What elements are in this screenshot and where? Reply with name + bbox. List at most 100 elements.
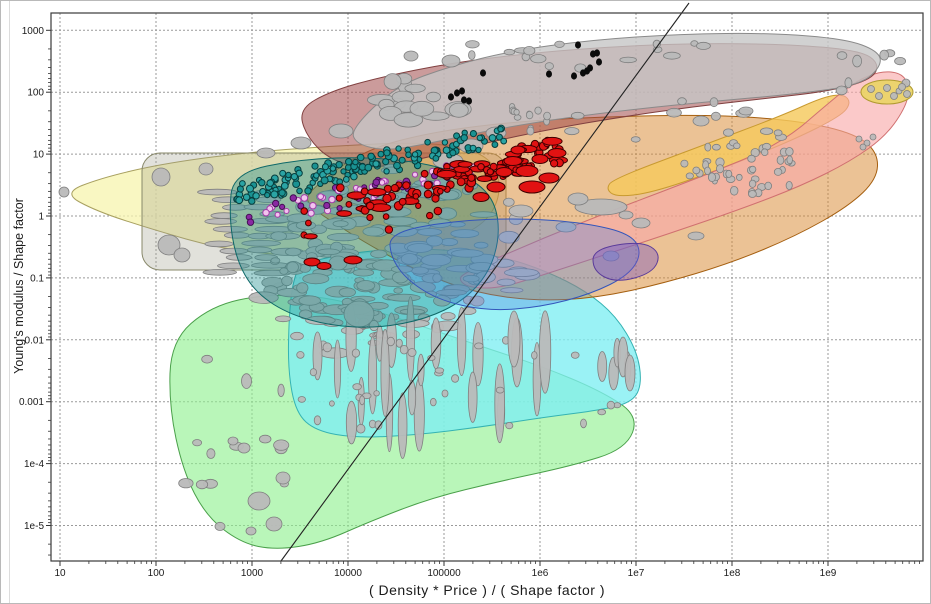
material-bubble[interactable] <box>151 167 171 187</box>
material-bubble[interactable] <box>290 331 304 341</box>
material-bubble[interactable] <box>580 418 587 429</box>
material-bubble[interactable] <box>333 339 342 399</box>
record-dot[interactable] <box>303 257 321 267</box>
record-dot[interactable] <box>423 189 433 199</box>
black-record-dot[interactable] <box>454 89 460 97</box>
record-dot[interactable] <box>495 167 513 177</box>
black-record-dot[interactable] <box>596 58 602 66</box>
material-bubble[interactable] <box>432 273 442 283</box>
material-bubble[interactable] <box>373 390 380 397</box>
material-bubble[interactable] <box>785 180 793 190</box>
material-bubble[interactable] <box>570 351 580 359</box>
material-bubble[interactable] <box>450 229 480 239</box>
material-bubble[interactable] <box>903 90 911 98</box>
record-dot[interactable] <box>423 180 433 190</box>
material-bubble[interactable] <box>761 148 769 157</box>
record-dot[interactable] <box>364 163 373 172</box>
material-bubble[interactable] <box>198 162 214 176</box>
material-bubble[interactable] <box>351 348 360 358</box>
material-bubble[interactable] <box>204 218 238 225</box>
material-bubble[interactable] <box>214 521 226 531</box>
material-bubble[interactable] <box>450 249 484 258</box>
material-bubble[interactable] <box>58 186 70 198</box>
material-bubble[interactable] <box>425 235 443 247</box>
material-bubble[interactable] <box>441 54 461 68</box>
material-bubble[interactable] <box>472 322 484 387</box>
material-bubble[interactable] <box>281 275 293 287</box>
material-bubble[interactable] <box>597 408 606 416</box>
record-dot[interactable] <box>246 218 255 226</box>
record-dot[interactable] <box>335 194 343 202</box>
material-bubble[interactable] <box>328 400 335 407</box>
material-bubble[interactable] <box>265 516 283 532</box>
material-bubble[interactable] <box>317 248 341 256</box>
material-bubble[interactable] <box>212 225 248 233</box>
material-bubble[interactable] <box>434 367 445 374</box>
material-bubble[interactable] <box>192 439 203 447</box>
black-record-dot[interactable] <box>461 96 467 104</box>
record-dot[interactable] <box>290 173 298 181</box>
record-dot[interactable] <box>442 146 451 154</box>
material-bubble[interactable] <box>680 159 689 168</box>
material-bubble[interactable] <box>345 400 358 445</box>
material-bubble[interactable] <box>523 46 536 56</box>
record-dot[interactable] <box>437 188 444 195</box>
record-dot[interactable] <box>500 137 508 145</box>
material-bubble[interactable] <box>602 250 620 262</box>
material-bubble[interactable] <box>570 111 585 120</box>
black-record-dot[interactable] <box>459 87 465 95</box>
material-bubble[interactable] <box>157 234 181 256</box>
material-bubble[interactable] <box>730 186 739 196</box>
record-dot[interactable] <box>304 187 312 195</box>
material-bubble[interactable] <box>597 351 608 382</box>
material-bubble[interactable] <box>368 336 378 415</box>
material-bubble[interactable] <box>890 92 898 100</box>
record-dot[interactable] <box>432 155 440 162</box>
material-bubble[interactable] <box>206 448 216 459</box>
record-dot[interactable] <box>323 201 331 210</box>
record-dot[interactable] <box>477 163 485 171</box>
material-bubble[interactable] <box>225 254 252 261</box>
material-bubble[interactable] <box>738 106 754 116</box>
record-dot[interactable] <box>395 145 402 152</box>
material-bubble[interactable] <box>430 317 442 370</box>
material-bubble[interactable] <box>692 166 701 175</box>
material-bubble[interactable] <box>275 471 291 485</box>
material-bubble[interactable] <box>863 139 871 147</box>
material-bubble[interactable] <box>505 421 514 430</box>
region-violet-patch[interactable] <box>592 242 659 281</box>
record-dot[interactable] <box>346 191 367 200</box>
material-bubble[interactable] <box>178 478 194 489</box>
record-dot[interactable] <box>342 176 350 183</box>
record-dot[interactable] <box>377 150 385 158</box>
material-bubble[interactable] <box>296 282 309 294</box>
material-bubble[interactable] <box>403 50 419 62</box>
material-bubble[interactable] <box>503 48 516 56</box>
record-dot[interactable] <box>486 181 506 193</box>
record-dot[interactable] <box>372 178 380 187</box>
record-dot[interactable] <box>467 173 476 182</box>
record-dot[interactable] <box>460 134 468 142</box>
record-dot[interactable] <box>476 175 493 182</box>
region-blue-overlay[interactable] <box>389 218 640 311</box>
record-dot[interactable] <box>412 193 420 200</box>
material-bubble[interactable] <box>227 436 239 446</box>
material-bubble[interactable] <box>844 77 853 89</box>
record-dot[interactable] <box>279 169 287 177</box>
material-bubble[interactable] <box>425 91 441 103</box>
material-bubble[interactable] <box>279 267 289 275</box>
material-bubble[interactable] <box>409 100 435 117</box>
record-dot[interactable] <box>426 211 434 220</box>
record-dot[interactable] <box>311 162 319 170</box>
material-bubble[interactable] <box>356 423 366 434</box>
material-bubble[interactable] <box>328 123 354 139</box>
material-bubble[interactable] <box>241 240 282 247</box>
record-dot[interactable] <box>270 190 279 199</box>
black-record-dot[interactable] <box>571 72 577 80</box>
material-bubble[interactable] <box>748 190 757 198</box>
record-dot[interactable] <box>336 205 343 212</box>
material-bubble[interactable] <box>619 56 637 64</box>
material-bubble[interactable] <box>468 50 476 60</box>
black-record-dot[interactable] <box>448 93 454 101</box>
record-dot[interactable] <box>242 193 251 201</box>
